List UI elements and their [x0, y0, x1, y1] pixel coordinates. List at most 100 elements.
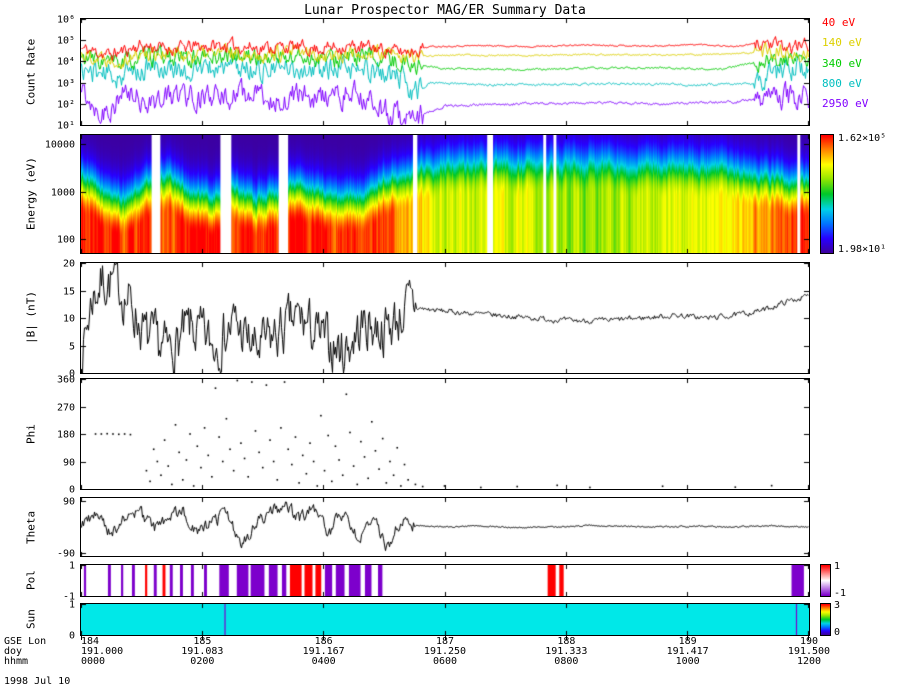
pol-panel — [80, 564, 810, 597]
pol-y-axis: 1 -1 — [36, 561, 78, 603]
date-label: 1998 Jul 10 — [4, 676, 71, 687]
theta-y-axis: 90 -90 — [36, 496, 78, 559]
hhmm-tick-row: 0000 0200 0400 0600 0800 1000 1200 — [81, 657, 841, 667]
y-tick-label: 1 — [68, 599, 75, 611]
plot-title: Lunar Prospector MAG/ER Summary Data — [304, 3, 586, 18]
pol-colorbar-canvas — [821, 565, 830, 596]
x-tick-label: 0000 — [81, 656, 106, 667]
count-rate-canvas — [81, 19, 809, 125]
sun-panel — [80, 603, 810, 636]
theta-panel — [80, 497, 810, 557]
energy-colorbar-canvas — [821, 135, 833, 253]
y-tick-label: 10000 — [44, 139, 75, 151]
y-tick-label: 20 — [62, 258, 75, 270]
y-tick-label: 10³ — [56, 78, 75, 90]
energy-channel-legend: 40 eV 140 eV 340 eV 800 eV 2950 eV — [822, 17, 868, 109]
y-tick-label: 180 — [56, 429, 75, 441]
legend-entry: 800 eV — [822, 76, 862, 90]
y-tick-label: 0 — [68, 630, 75, 642]
energy-colorbar — [820, 134, 834, 254]
y-tick-label: 1 — [68, 560, 75, 572]
y-tick-label: 5 — [68, 341, 75, 352]
x-tick-label: 0800 — [554, 656, 579, 667]
x-axis-tick — [565, 636, 567, 640]
y-tick-label: 10⁵ — [56, 35, 75, 47]
y-tick-label: -1 — [62, 591, 75, 603]
energy-spectrogram-canvas — [81, 135, 809, 253]
pol-canvas — [81, 565, 809, 596]
y-tick-label: 270 — [56, 402, 75, 413]
x-tick-label: 0600 — [432, 656, 458, 667]
x-tick-label: 191.417 — [666, 646, 709, 657]
x-axis-tick — [686, 636, 688, 640]
x-tick-label: 191.500 — [787, 646, 831, 657]
pol-colorbar-min-label: -1 — [834, 588, 847, 599]
gse-lon-tick-row: 184 185 186 187 188 189 190 — [81, 637, 841, 647]
x-tick-label: 0400 — [311, 656, 336, 667]
doy-tick-row: 191.000 191.083 191.167 191.250 191.333 191.4… — [81, 647, 841, 657]
sun-colorbar — [820, 603, 831, 636]
pol-colorbar-max-label: 1 — [834, 561, 841, 572]
x-tick-label: 0200 — [190, 656, 215, 667]
y-tick-label: 10¹ — [56, 120, 75, 132]
sun-colorbar-max-label: 3 — [834, 600, 841, 611]
x-tick-label: 185 — [193, 636, 212, 647]
x-axis-tick — [323, 636, 325, 640]
x-tick-label: 191.083 — [181, 646, 224, 657]
y-tick-label: 100 — [56, 234, 75, 246]
doy-row-label: doy — [4, 646, 23, 657]
count-rate-y-axis: 10¹ 10² 10³ 10⁴ 10⁵ 10⁶ — [36, 15, 78, 132]
y-tick-label: 10⁶ — [56, 14, 75, 26]
energy-colorbar-max-label: 1.62×10⁵ — [838, 133, 887, 144]
x-tick-label: 189 — [678, 636, 697, 647]
bmag-y-axis: 0 5 10 15 20 — [36, 259, 78, 380]
pol-colorbar — [820, 564, 831, 597]
bmag-canvas — [81, 263, 809, 373]
bmag-panel — [80, 262, 810, 374]
y-tick-label: 0 — [68, 368, 75, 380]
sun-colorbar-canvas — [821, 604, 830, 635]
y-tick-label: 0 — [68, 484, 75, 496]
y-tick-label: 10² — [56, 99, 75, 111]
y-tick-label: 90 — [62, 496, 75, 508]
x-axis-ticks — [81, 636, 809, 641]
energy-spectrogram-panel — [80, 134, 810, 254]
x-tick-label: 186 — [314, 636, 333, 647]
phi-panel — [80, 378, 810, 490]
x-tick-label: 191.167 — [302, 646, 345, 657]
count-rate-panel — [80, 18, 810, 126]
phi-y-axis: 0 90 180 270 360 — [36, 375, 78, 496]
y-tick-label: 15 — [62, 286, 75, 297]
y-tick-label: 360 — [56, 374, 75, 386]
legend-entry: 40 eV — [822, 16, 856, 29]
x-tick-label: 191.333 — [545, 646, 588, 657]
legend-entry: 2950 eV — [822, 97, 869, 110]
legend-entry: 340 eV — [822, 56, 862, 70]
x-tick-label: 191.250 — [423, 646, 467, 657]
legend-entry: 140 eV — [822, 36, 862, 50]
y-tick-label: 10⁴ — [56, 56, 75, 68]
x-axis-tick — [81, 636, 82, 640]
sun-canvas — [81, 604, 809, 635]
y-tick-label: 90 — [62, 457, 75, 468]
theta-canvas — [81, 498, 809, 556]
y-tick-label: 1000 — [50, 187, 75, 199]
x-tick-label: 188 — [557, 636, 576, 647]
phi-canvas — [81, 379, 809, 489]
y-tick-label: 10 — [62, 313, 75, 325]
x-axis-tick — [202, 636, 204, 640]
x-axis-tick — [808, 636, 809, 640]
x-tick-label: 191.000 — [81, 646, 124, 657]
gse-lon-row-label: GSE Lon — [4, 636, 47, 647]
x-tick-label: 190 — [799, 636, 819, 647]
y-tick-label: -90 — [56, 548, 75, 560]
x-tick-label: 1200 — [796, 656, 822, 667]
energy-colorbar-min-label: 1.98×10¹ — [838, 244, 887, 255]
x-axis-tick — [444, 636, 446, 640]
x-tick-label: 187 — [435, 636, 455, 647]
x-tick-label: 184 — [81, 636, 100, 647]
energy-y-axis: 100 1000 10000 — [36, 135, 78, 253]
x-tick-label: 1000 — [675, 656, 700, 667]
